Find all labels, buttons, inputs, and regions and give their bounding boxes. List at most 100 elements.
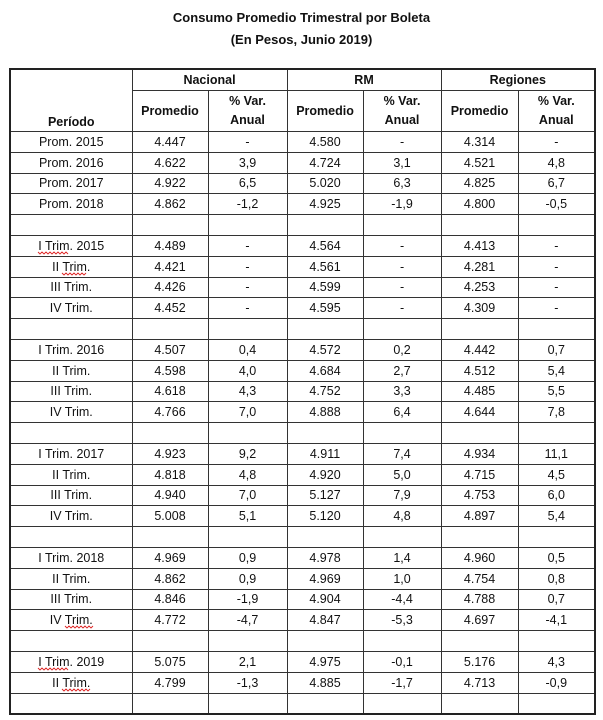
var-anual-nacional-cell: 4,0	[207, 359, 288, 382]
var-anual-rm-cell: -5,3	[362, 609, 442, 632]
var-anual-rm-cell: 6,3	[362, 172, 442, 195]
promedio-regiones-cell: 4.897	[440, 505, 519, 528]
period-label: Prom. 2017	[38, 176, 104, 191]
promedio-regiones-cell: 4.713	[440, 671, 519, 694]
var-anual-rm-cell: -	[362, 276, 442, 299]
var-anual-nacional-cell	[207, 692, 288, 715]
promedio-rm-cell	[286, 422, 364, 444]
period-label: IV Trim.	[49, 301, 93, 316]
var-anual-regiones-cell: -	[517, 255, 596, 278]
promedio-rm-cell: 4.885	[286, 671, 364, 694]
header-var-line2: Anual	[384, 113, 420, 127]
promedio-rm-cell: 4.904	[286, 588, 364, 611]
header-period: Período	[9, 68, 133, 132]
var-anual-nacional-cell	[207, 630, 288, 652]
var-anual-nacional-cell: -	[207, 297, 288, 320]
promedio-regiones-cell	[440, 526, 519, 548]
promedio-nacional-cell: 4.846	[131, 588, 209, 611]
var-anual-regiones-cell: 5,4	[517, 359, 596, 382]
promedio-regiones-cell: 4.521	[440, 151, 519, 174]
var-anual-nacional-cell: 4,3	[207, 380, 288, 403]
var-anual-regiones-cell: 4,3	[517, 650, 596, 673]
var-anual-nacional-cell: -	[207, 131, 288, 153]
var-anual-rm-cell: 3,3	[362, 380, 442, 403]
promedio-nacional-cell: 4.426	[131, 276, 209, 299]
promedio-nacional-cell: 4.598	[131, 359, 209, 382]
header-var-anual-regiones: % Var. Anual	[517, 90, 596, 132]
promedio-rm-cell	[286, 630, 364, 652]
promedio-regiones-cell	[440, 422, 519, 444]
var-anual-regiones-cell	[517, 630, 596, 652]
table-row: II Trim. 4.818 4,8 4.920 5,0 4.715 4,5	[9, 463, 596, 486]
var-anual-regiones-cell: 7,8	[517, 401, 596, 424]
promedio-regiones-cell: 4.442	[440, 338, 519, 361]
promedio-regiones-cell: 4.314	[440, 131, 519, 153]
promedio-nacional-cell: 4.766	[131, 401, 209, 424]
header-row-groups: Período Nacional RM Regiones	[9, 68, 596, 132]
period-label: III Trim.	[50, 384, 93, 399]
var-anual-nacional-cell: 0,4	[207, 338, 288, 361]
period-label: III Trim.	[50, 488, 93, 503]
var-anual-nacional-cell: 7,0	[207, 401, 288, 424]
table-row: Prom. 2016 4.622 3,9 4.724 3,1 4.521 4,8	[9, 151, 596, 174]
var-anual-rm-cell: -1,7	[362, 671, 442, 694]
header-rm: RM	[286, 68, 442, 91]
period-cell: III Trim.	[9, 484, 133, 507]
period-cell	[9, 526, 133, 548]
promedio-nacional-cell: 4.969	[131, 546, 209, 569]
table-row: III Trim. 4.426-4.599-4.253-	[9, 276, 596, 299]
var-anual-nacional-cell	[207, 318, 288, 340]
var-anual-nacional-cell: -4,7	[207, 609, 288, 632]
table-row: II Trim. 4.799 -1,3 4.885 -1,7 4.713 -0,9	[9, 671, 596, 694]
var-anual-nacional-cell: 0,9	[207, 546, 288, 569]
var-anual-nacional-cell: -	[207, 276, 288, 299]
promedio-rm-cell: 4.925	[286, 193, 364, 216]
period-label: Prom. 2018	[38, 197, 104, 212]
table-row: II Trim. 4.598 4,0 4.684 2,7 4.512 5,4	[9, 359, 596, 382]
table-row: III Trim. 4.618 4,3 4.752 3,3 4.485 5,5	[9, 380, 596, 403]
promedio-nacional-cell: 5.008	[131, 505, 209, 528]
promedio-nacional-cell: 4.799	[131, 671, 209, 694]
var-anual-regiones-cell: -0,9	[517, 671, 596, 694]
promedio-rm-cell	[286, 692, 364, 715]
period-label: IV Trim.	[49, 405, 93, 420]
promedio-regiones-cell	[440, 318, 519, 340]
promedio-nacional-cell: 4.772	[131, 609, 209, 632]
promedio-regiones-cell: 4.715	[440, 463, 519, 486]
header-var-line1: % Var.	[229, 94, 266, 108]
table-subtitle: (En Pesos, Junio 2019)	[230, 32, 373, 47]
period-label: II Trim.	[52, 363, 91, 378]
var-anual-nacional-cell: 5,1	[207, 505, 288, 528]
promedio-regiones-cell: 4.788	[440, 588, 519, 611]
header-var-line1: % Var.	[537, 94, 575, 108]
table-row: I Trim. 2016 4.507 0,4 4.572 0,2 4.442 0,7	[9, 338, 596, 361]
period-cell: IV Trim.	[9, 505, 133, 528]
promedio-nacional-cell: 4.447	[131, 131, 209, 153]
promedio-nacional-cell: 4.862	[131, 567, 209, 590]
promedio-regiones-cell	[440, 214, 519, 236]
promedio-regiones-cell: 4.281	[440, 255, 519, 278]
promedio-regiones-cell: 4.753	[440, 484, 519, 507]
var-anual-regiones-cell: 5,5	[517, 380, 596, 403]
period-cell: I Trim. 2017	[9, 442, 133, 465]
promedio-nacional-cell: 4.421	[131, 255, 209, 278]
var-anual-nacional-cell: 6,5	[207, 172, 288, 195]
promedio-nacional-cell	[131, 526, 209, 548]
period-cell: I Trim. 2019	[9, 650, 133, 673]
var-anual-rm-cell: -4,4	[362, 588, 442, 611]
period-label: IV Trim.	[49, 509, 93, 524]
period-cell: IV Trim.	[9, 609, 133, 632]
var-anual-regiones-cell	[517, 214, 596, 236]
var-anual-nacional-cell	[207, 214, 288, 236]
var-anual-rm-cell: 4,8	[362, 505, 442, 528]
table-row: I Trim. 2018 4.969 0,9 4.978 1,4 4.960 0,5	[9, 546, 596, 569]
period-cell	[9, 692, 133, 715]
period-label: II Trim.	[52, 259, 91, 274]
var-anual-regiones-cell: -0,5	[517, 193, 596, 216]
period-cell: II Trim.	[9, 671, 133, 694]
promedio-regiones-cell: 4.754	[440, 567, 519, 590]
period-cell: Prom. 2016	[9, 151, 133, 174]
spacer-row	[9, 630, 596, 652]
var-anual-nacional-cell: 3,9	[207, 151, 288, 174]
spacer-row	[9, 318, 596, 340]
